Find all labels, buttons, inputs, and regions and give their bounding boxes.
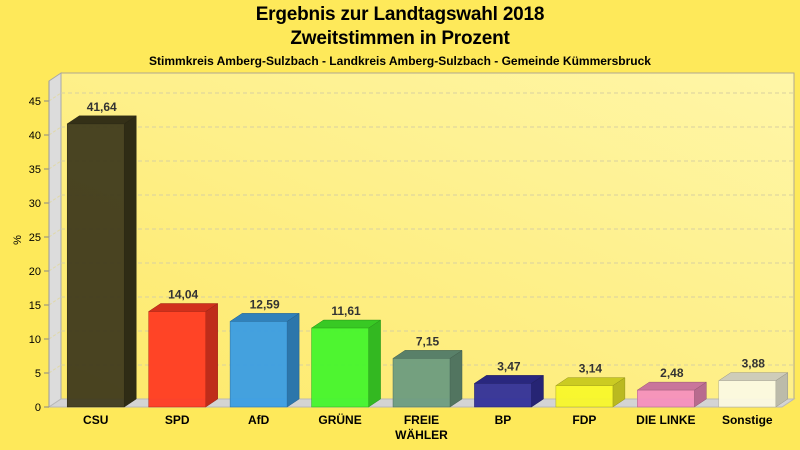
y-tick-label: 0: [35, 402, 41, 414]
bar-top: [392, 350, 463, 359]
bar-afd: [229, 312, 300, 408]
bar-side: [286, 312, 300, 408]
bar-front: [392, 358, 451, 408]
y-tick-label: 40: [29, 130, 41, 142]
y-tick-label: 25: [29, 232, 41, 244]
value-label: 41,64: [87, 100, 117, 114]
gridline-side: [48, 126, 62, 136]
bar-front: [718, 380, 777, 408]
bar-top: [473, 375, 545, 384]
bar-top: [147, 303, 219, 312]
y-tick-label: 30: [29, 198, 41, 210]
gridline-side: [48, 92, 62, 102]
category-label: WÄHLER: [395, 427, 448, 442]
bar-top: [555, 377, 626, 386]
value-label: 11,61: [331, 304, 361, 318]
value-label: 14,04: [168, 288, 198, 302]
left-wall: [48, 72, 62, 408]
y-tick-label: 15: [29, 300, 41, 312]
y-axis-label: %: [12, 235, 24, 245]
gridline-side: [48, 364, 62, 374]
chart-title: Ergebnis zur Landtagswahl 2018: [255, 4, 545, 25]
value-label: 7,15: [416, 334, 440, 348]
gridline-side: [48, 262, 62, 272]
bar-top: [66, 115, 138, 125]
category-label: GRÜNE: [318, 412, 361, 427]
category-label: AfD: [248, 413, 270, 427]
bar-bp: [473, 374, 545, 408]
bar-fdp: [555, 377, 626, 408]
bar-grüne: [310, 319, 382, 408]
bar-front: [474, 383, 532, 408]
category-label: BP: [495, 413, 512, 427]
category-label: FDP: [572, 413, 596, 427]
bar-die-linke: [636, 381, 708, 408]
bar-top: [310, 319, 382, 329]
bar-side: [368, 319, 381, 408]
bar-sonstige: [717, 372, 789, 408]
bar-side: [205, 303, 218, 408]
bar-side: [123, 115, 137, 408]
bar-front: [555, 385, 614, 408]
y-tick-label: 20: [29, 266, 41, 278]
y-tick-label: 5: [35, 368, 41, 380]
gridline-side: [48, 228, 62, 238]
y-tick-label: 10: [29, 334, 41, 346]
chart-subtitle: Zweitstimmen in Prozent: [290, 28, 510, 49]
gridline-side: [48, 330, 62, 340]
category-label: FREIE: [404, 413, 439, 427]
gridline-side: [48, 194, 62, 204]
category-label: SPD: [165, 413, 190, 427]
value-label: 3,88: [742, 357, 766, 371]
value-label: 12,59: [250, 297, 280, 311]
gridline-side: [48, 160, 62, 170]
bar-front: [311, 327, 369, 408]
bar-side: [449, 349, 463, 408]
bar-front: [148, 311, 206, 408]
bar-spd: [147, 303, 219, 408]
bar-top: [717, 372, 789, 381]
bar-top: [229, 313, 300, 322]
value-label: 2,48: [660, 366, 684, 380]
gridline-side: [48, 296, 62, 306]
y-tick-label: 35: [29, 164, 41, 176]
bar-freie-wähler: [392, 349, 463, 408]
bar-front: [637, 389, 695, 408]
value-label: 3,14: [579, 362, 603, 376]
chart-caption: Stimmkreis Amberg-Sulzbach - Landkreis A…: [149, 54, 651, 68]
y-tick-label: 45: [29, 96, 41, 108]
bar-front: [229, 321, 288, 408]
category-label: Sonstige: [722, 413, 773, 427]
category-label: DIE LINKE: [636, 413, 695, 427]
category-label: CSU: [83, 413, 108, 427]
bar-csu: [66, 115, 138, 408]
bar-top: [636, 381, 708, 391]
bar-front: [66, 123, 125, 408]
value-label: 3,47: [497, 359, 521, 373]
